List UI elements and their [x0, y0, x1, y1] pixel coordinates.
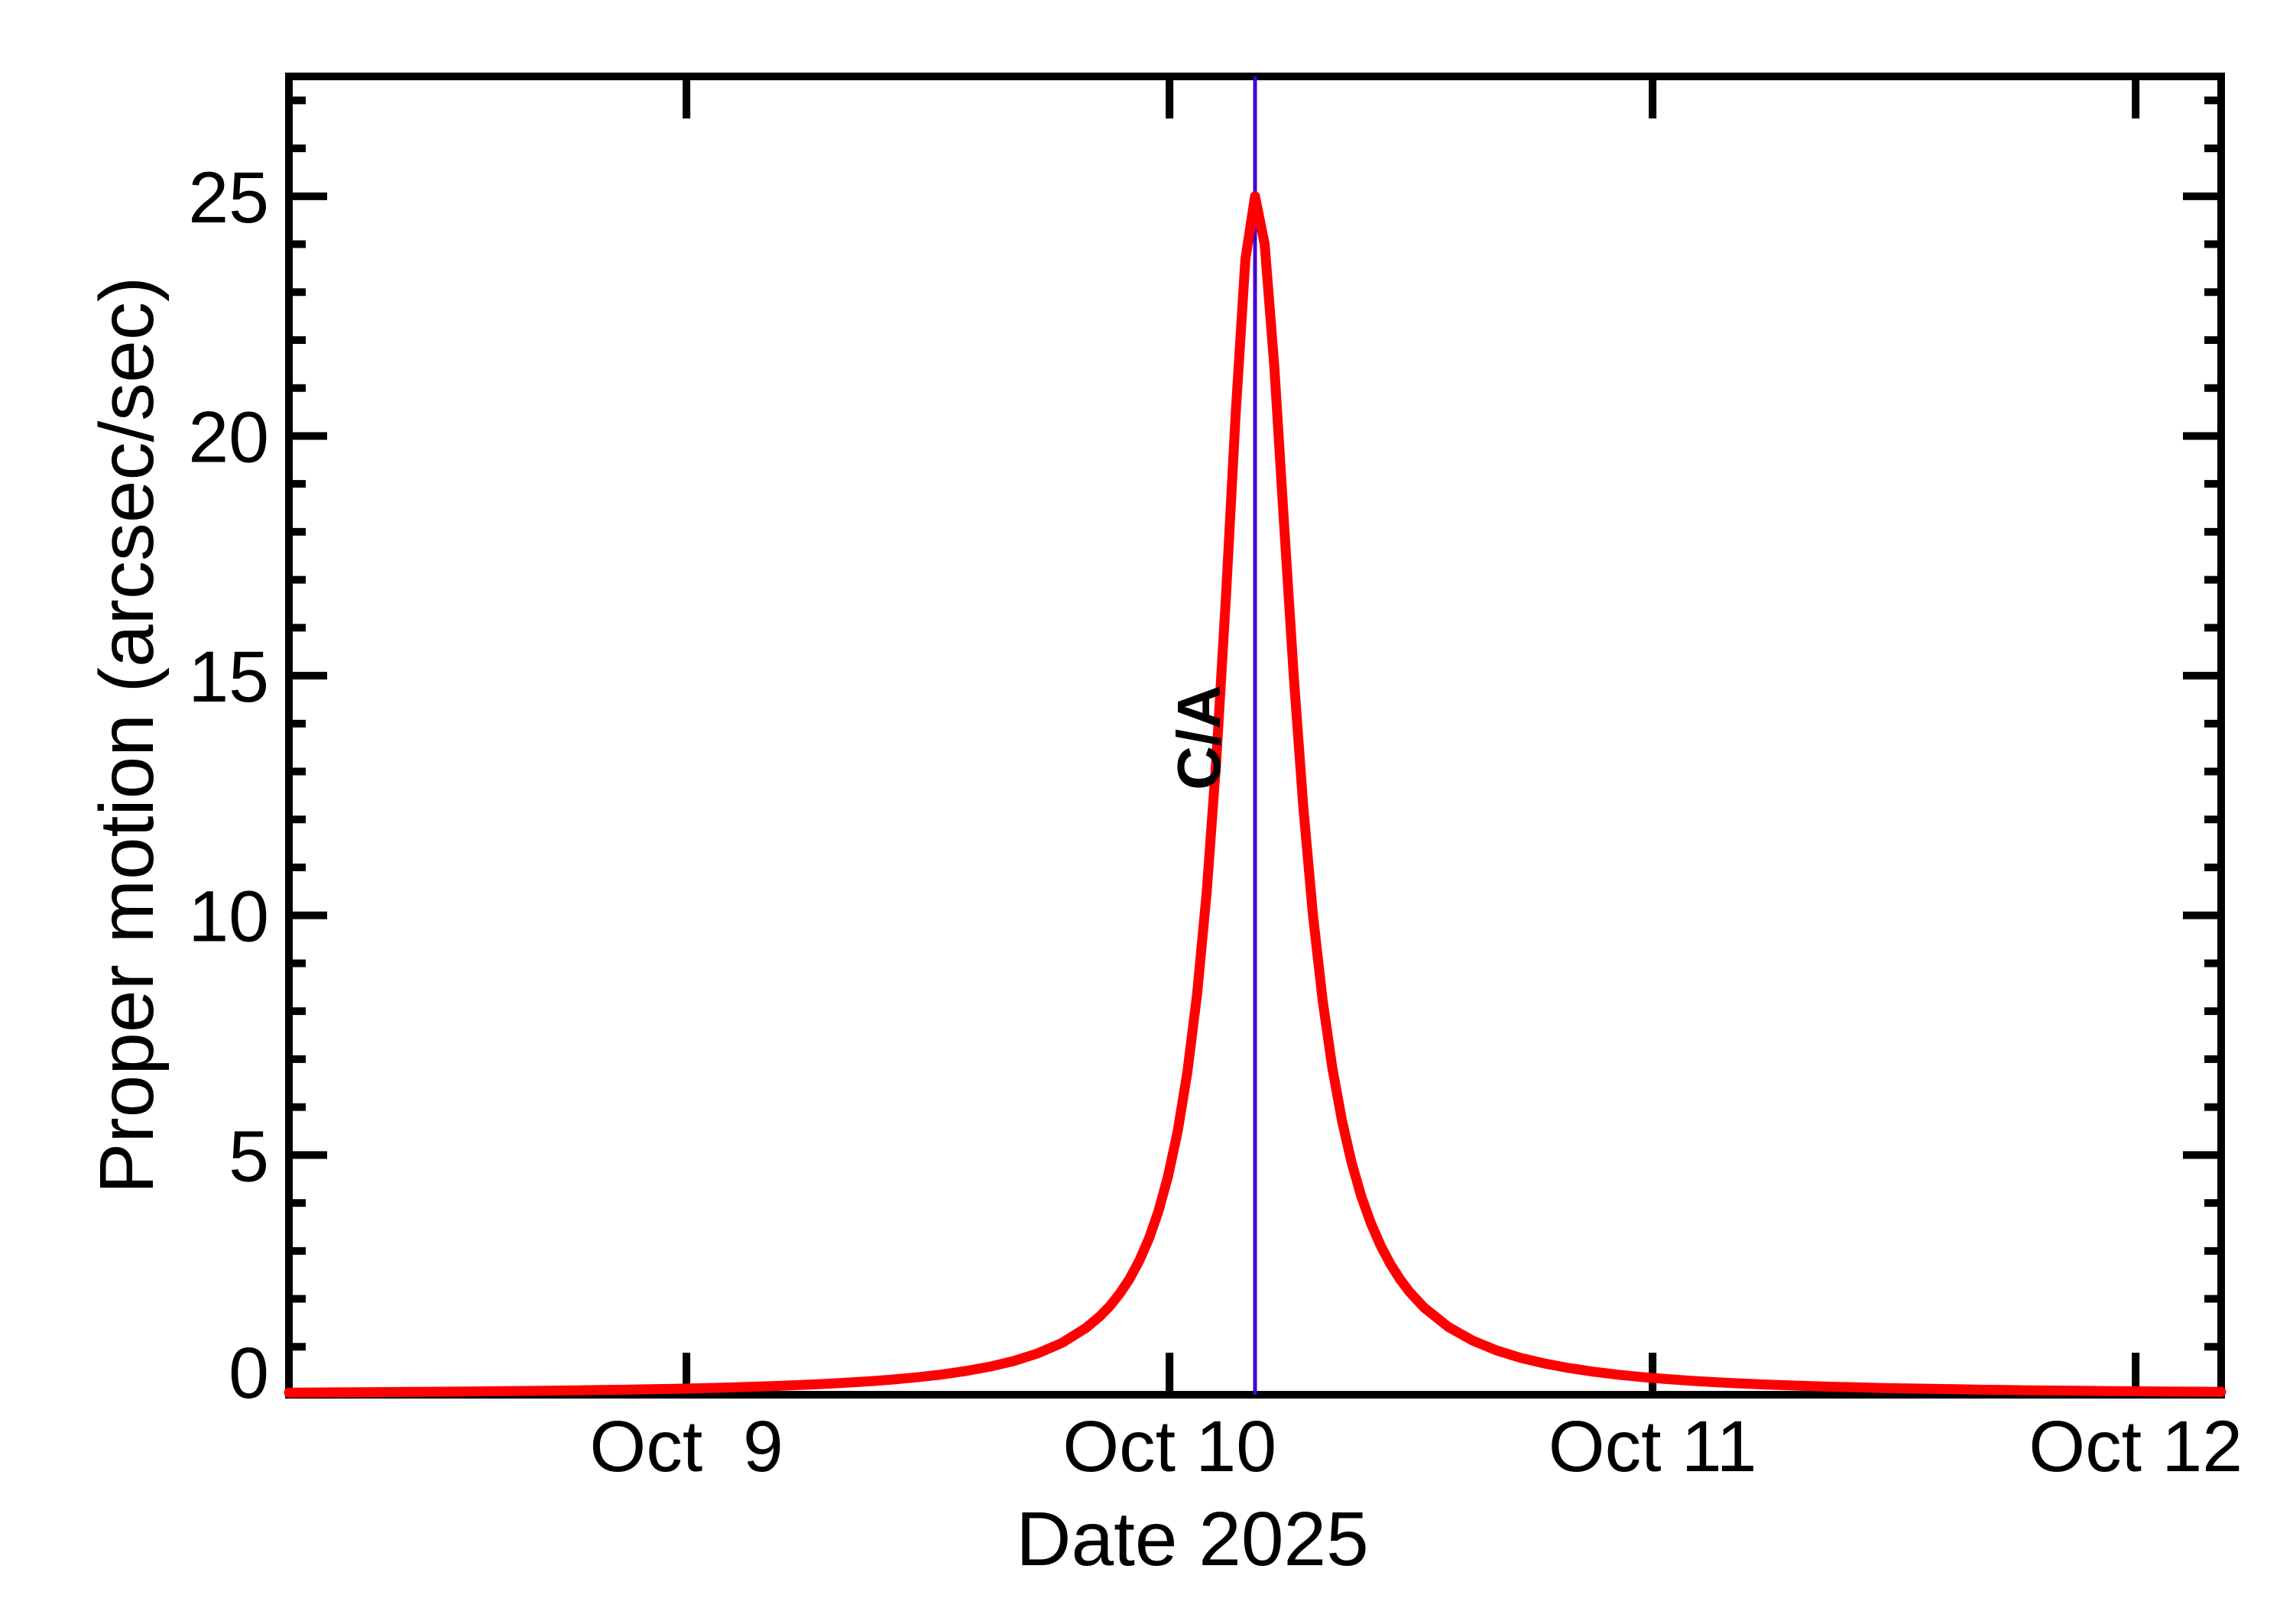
x-axis-title: Date 2025 [1016, 1496, 1368, 1582]
tick-label: Oct 10 [1062, 1406, 1276, 1487]
y-axis-title: Proper motion (arcsec/sec) [84, 277, 170, 1194]
axis-ticks [289, 76, 2221, 1395]
axis-tick-labels: Oct 9 Oct 10 Oct 11 Oct 12 0 5 10 15 20 25 [188, 157, 2243, 1487]
tick-label: Oct 12 [2029, 1406, 2243, 1487]
tick-label: 5 [229, 1116, 269, 1197]
tick-label: Oct 9 [589, 1406, 783, 1487]
close-approach-label: C/A [1165, 685, 1233, 790]
tick-label: Oct 11 [1549, 1406, 1757, 1487]
tick-label: 25 [188, 157, 269, 238]
proper-motion-curve [284, 191, 2227, 1398]
tick-label: 10 [188, 877, 269, 958]
tick-label: 0 [229, 1333, 269, 1414]
tick-label: 20 [188, 397, 269, 478]
tick-label: 15 [188, 637, 269, 718]
